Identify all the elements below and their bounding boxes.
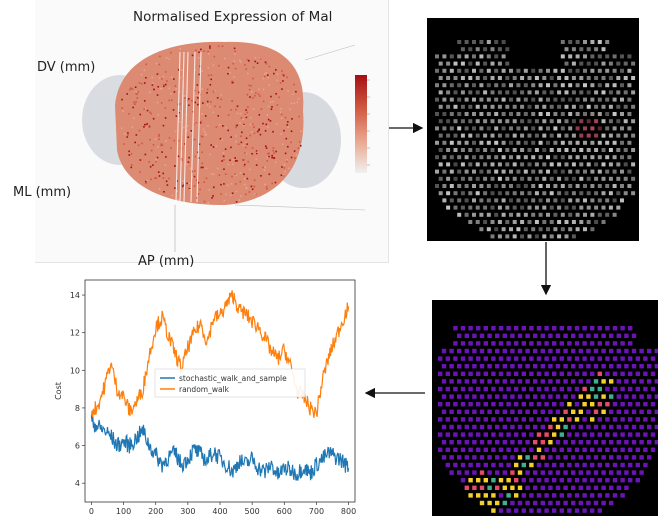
gray-spot-grid-panel (427, 18, 639, 241)
legend-label: stochastic_walk_and_sample (179, 374, 287, 383)
ap-axis-label: AP (mm) (138, 254, 195, 269)
chart-axes: 0100200300400500600700800468101214Time s… (54, 279, 356, 516)
gray-spot-grid (435, 40, 636, 239)
y-tick-label: 8 (75, 404, 80, 413)
color-spot-grid-panel (432, 300, 658, 516)
x-tick-label: 700 (309, 507, 324, 516)
expression-3d-plot (82, 41, 370, 252)
x-tick-label: 800 (341, 507, 356, 516)
color-spot-grid (438, 326, 658, 513)
chart-legend: stochastic_walk_and_sample random_walk (154, 368, 306, 398)
x-tick-label: 200 (148, 507, 163, 516)
gray-spots (435, 40, 636, 239)
expression-title: Normalised Expression of Mal (133, 9, 333, 25)
expression-3d-panel: Normalised Expression of Mal DV (mm) ML … (13, 0, 389, 269)
legend-box (154, 368, 306, 398)
y-tick-label: 10 (70, 366, 80, 375)
y-tick-label: 4 (75, 479, 80, 488)
ml-axis-label: ML (mm) (13, 185, 72, 200)
x-tick-label: 500 (245, 507, 260, 516)
cost-line-chart: 0100200300400500600700800468101214Time s… (54, 279, 356, 516)
x-tick-label: 0 (89, 507, 94, 516)
series-line-stochastic_walk_and_sample (90, 414, 350, 481)
expression-speckles (121, 45, 302, 204)
cost-chart-panel: 0100200300400500600700800468101214Time s… (49, 270, 359, 516)
expression-colorbar (355, 75, 367, 173)
x-tick-label: 400 (212, 507, 227, 516)
chart-series (90, 290, 350, 481)
y-tick-label: 6 (75, 442, 80, 451)
dv-axis-label: DV (mm) (37, 60, 96, 75)
x-tick-label: 300 (180, 507, 195, 516)
y-axis-label: Cost (54, 382, 63, 400)
x-tick-label: 600 (277, 507, 292, 516)
series-line-random_walk (90, 290, 350, 418)
legend-label: random_walk (179, 385, 230, 394)
expression-body (115, 41, 304, 206)
color-spots (438, 326, 658, 513)
x-tick-label: 100 (116, 507, 131, 516)
y-tick-label: 12 (70, 329, 80, 338)
y-tick-label: 14 (70, 291, 80, 300)
